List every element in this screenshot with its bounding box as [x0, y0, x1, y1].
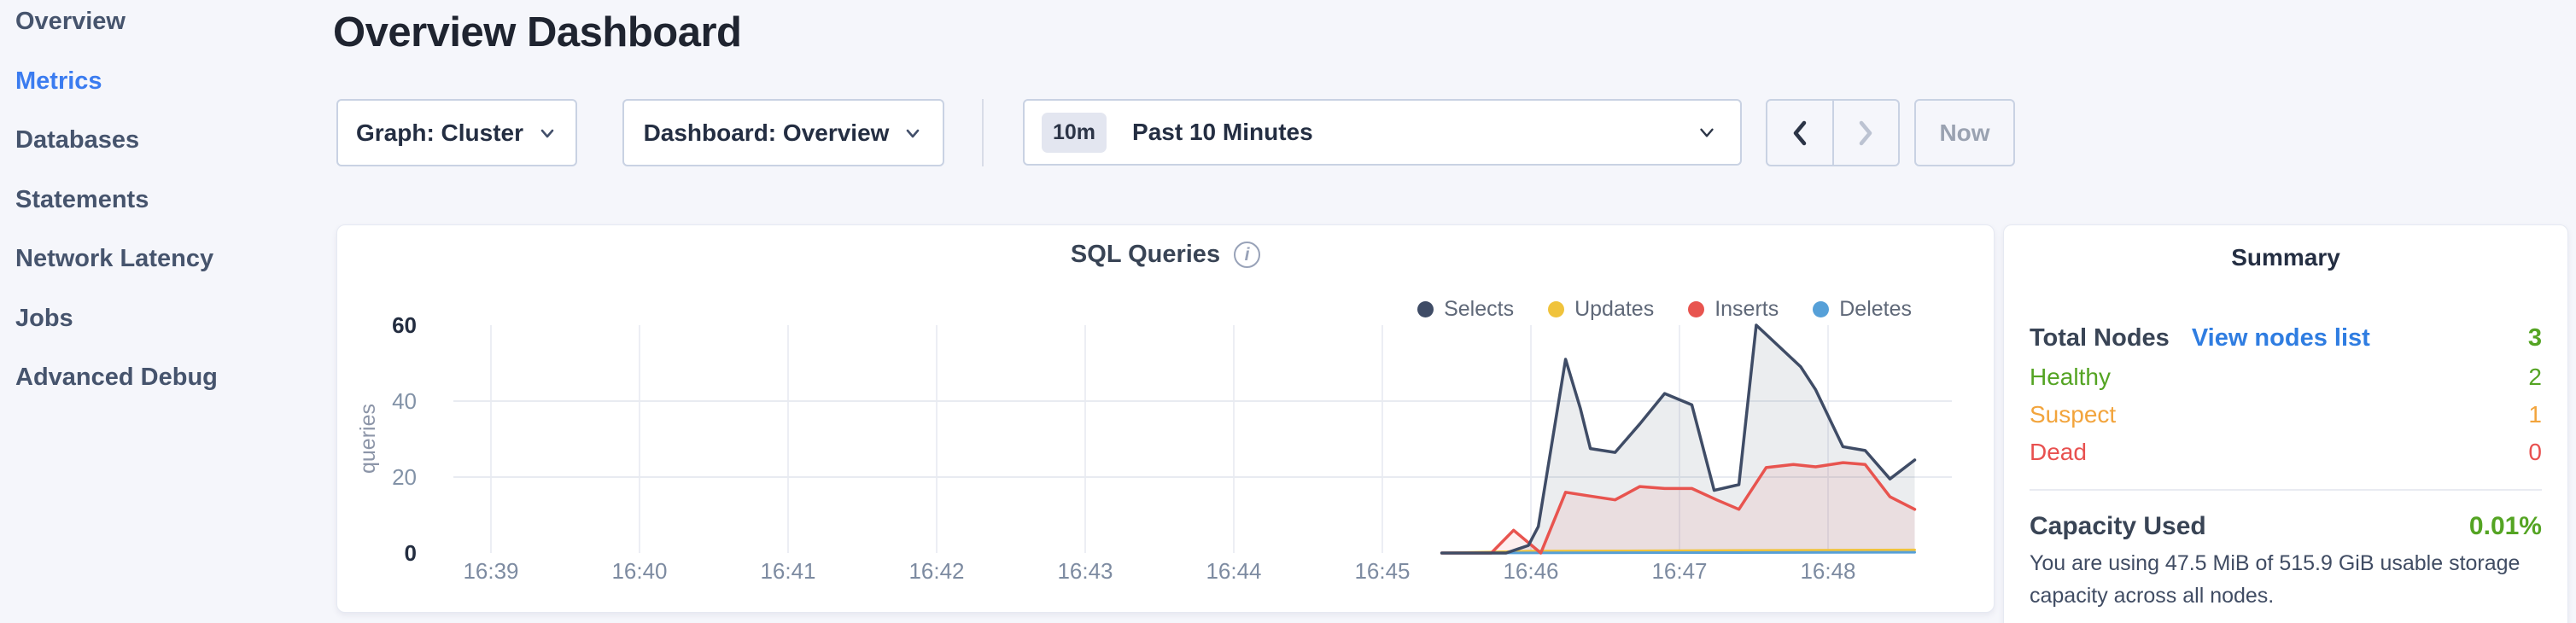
suspect-nodes-label: Suspect: [2030, 401, 2117, 428]
dead-nodes-label: Dead: [2030, 439, 2087, 465]
x-axis-tick-label: 16:41: [760, 558, 815, 584]
selects-line: [1440, 323, 1917, 555]
suspect-nodes-row: Suspect 1: [2030, 398, 2542, 432]
sql-queries-chart-card: 16:39 16:40 16:41 16:42 16:43 16:44 16:45 16:46…: [336, 224, 1995, 613]
info-icon[interactable]: i: [1234, 242, 1261, 268]
capacity-used-value: 0.01%: [2468, 512, 2542, 540]
time-step-buttons: [1766, 99, 1900, 166]
y-axis-tick-label: 0: [405, 540, 417, 566]
legend-item-deletes[interactable]: Deletes: [1813, 297, 1912, 322]
legend-item-updates[interactable]: Updates: [1548, 297, 1654, 322]
sql-queries-chart: 16:39 16:40 16:41 16:42 16:43 16:44 16:45 16:46…: [356, 312, 1952, 584]
chart-legend: Selects Updates Inserts Deletes: [1417, 297, 1912, 322]
healthy-nodes-value: 2: [2528, 364, 2542, 390]
sidebar-item-advanced-debug[interactable]: Advanced Debug: [15, 364, 218, 392]
legend-dot-icon: [1688, 301, 1705, 317]
sidebar: Overview Metrics Databases Statements Ne…: [0, 0, 333, 623]
graph-scope-dropdown[interactable]: Graph: Cluster: [336, 99, 577, 166]
legend-item-inserts[interactable]: Inserts: [1688, 297, 1779, 322]
x-axis-tick-label: 16:40: [611, 558, 667, 584]
chevron-left-icon: [1793, 120, 1806, 145]
chart-title-row: SQL Queries i: [337, 241, 1994, 269]
x-axis-tick-label: 16:47: [1651, 558, 1707, 584]
legend-label: Inserts: [1714, 297, 1779, 321]
total-nodes-label: Total Nodes: [2030, 323, 2170, 352]
dashboard-dropdown[interactable]: Dashboard: Overview: [622, 99, 944, 166]
chevron-down-icon: [1700, 128, 1714, 137]
legend-dot-icon: [1548, 301, 1565, 317]
sidebar-item-jobs[interactable]: Jobs: [15, 304, 73, 332]
summary-panel: Summary Total Nodes View nodes list 3 He…: [2003, 224, 2568, 623]
dead-nodes-row: Dead 0: [2030, 435, 2542, 469]
time-range-label: Past 10 Minutes: [1132, 119, 1313, 145]
x-axis-tick-label: 16:39: [463, 558, 518, 584]
y-axis-title: queries: [356, 404, 380, 474]
x-axis-tick-label: 16:45: [1354, 558, 1410, 584]
suspect-nodes-value: 1: [2528, 401, 2542, 428]
legend-label: Selects: [1444, 297, 1515, 321]
chart-title: SQL Queries: [1070, 241, 1221, 268]
inserts-line: [1440, 461, 1917, 555]
x-axis-tick-label: 16:46: [1503, 558, 1558, 584]
summary-divider: [2030, 489, 2542, 491]
legend-item-selects[interactable]: Selects: [1417, 297, 1514, 322]
dead-nodes-value: 0: [2528, 439, 2542, 465]
sidebar-item-databases[interactable]: Databases: [15, 126, 140, 154]
x-axis-tick-label: 16:43: [1057, 558, 1113, 584]
y-axis-tick-label: 20: [392, 464, 417, 490]
chevron-down-icon: [540, 129, 554, 137]
total-nodes-row: Total Nodes View nodes list 3: [2030, 321, 2542, 355]
legend-label: Deletes: [1839, 297, 1912, 321]
graph-scope-dropdown-label: Graph: Cluster: [355, 119, 524, 146]
capacity-description: You are using 47.5 MiB of 515.9 GiB usab…: [2030, 551, 2521, 608]
toolbar-divider: [982, 99, 984, 166]
sidebar-nav-list: Overview Metrics Databases Statements Ne…: [0, 0, 333, 408]
capacity-used-row: Capacity Used 0.01%: [2030, 509, 2542, 544]
capacity-used-label: Capacity Used: [2030, 512, 2206, 540]
now-button-label: Now: [1939, 119, 1990, 146]
page-title: Overview Dashboard: [333, 9, 742, 55]
sidebar-item-statements[interactable]: Statements: [15, 185, 149, 213]
y-axis-tick-label: 40: [392, 388, 417, 414]
chevron-right-icon: [1860, 120, 1872, 145]
deletes-line: [1440, 550, 1916, 555]
legend-dot-icon: [1417, 301, 1434, 317]
selects-area: [1441, 325, 1915, 553]
x-axis-tick-label: 16:42: [908, 558, 964, 584]
chevron-down-icon: [907, 129, 920, 137]
time-range-badge: 10m: [1042, 112, 1107, 153]
legend-dot-icon: [1813, 301, 1830, 317]
view-nodes-list-link[interactable]: View nodes list: [2191, 323, 2370, 352]
healthy-nodes-row: Healthy 2: [2030, 360, 2542, 394]
time-step-divider: [1831, 101, 1834, 165]
total-nodes-value: 3: [2527, 323, 2542, 352]
inserts-area: [1441, 463, 1915, 553]
y-axis-tick-label: 60: [392, 312, 417, 338]
now-button[interactable]: Now: [1914, 99, 2015, 166]
time-range-selector[interactable]: 10m Past 10 Minutes: [1023, 99, 1742, 166]
x-axis-tick-label: 16:44: [1206, 558, 1261, 584]
time-step-back-button[interactable]: [1767, 101, 1832, 165]
time-step-forward-button[interactable]: [1834, 101, 1899, 165]
summary-title: Summary: [2231, 244, 2340, 271]
sidebar-item-network-latency[interactable]: Network Latency: [15, 245, 214, 273]
healthy-nodes-label: Healthy: [2030, 364, 2111, 390]
sidebar-item-overview[interactable]: Overview: [15, 8, 126, 36]
dashboard-dropdown-label: Dashboard: Overview: [643, 119, 890, 146]
legend-label: Updates: [1574, 297, 1655, 321]
sidebar-item-metrics[interactable]: Metrics: [15, 67, 102, 95]
x-axis-tick-label: 16:48: [1800, 558, 1855, 584]
